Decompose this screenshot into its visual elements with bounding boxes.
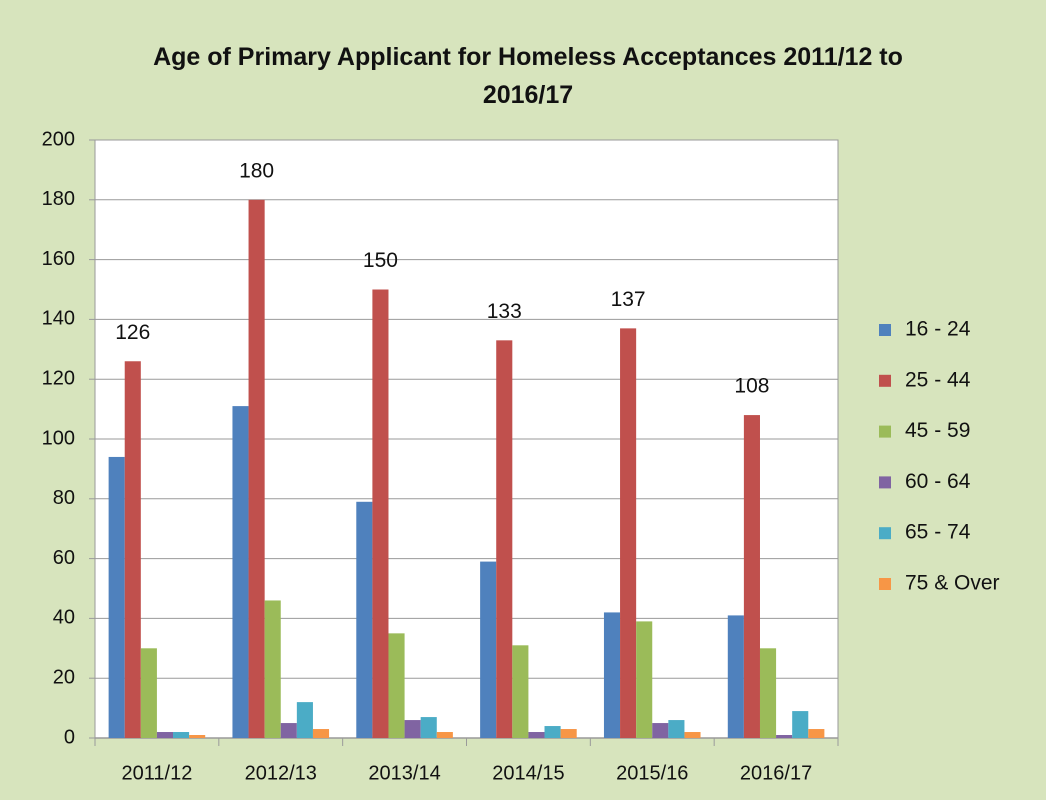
y-tick-label: 140	[42, 308, 75, 330]
bar	[808, 729, 825, 738]
bar	[124, 361, 141, 738]
legend-swatch	[879, 476, 891, 489]
bar	[512, 645, 529, 738]
x-tick-label: 2015/16	[616, 762, 688, 784]
bar	[140, 648, 157, 738]
bar	[189, 735, 206, 738]
legend-label: 65 - 74	[905, 521, 971, 544]
y-tick-label: 20	[53, 666, 75, 688]
x-tick-label: 2012/13	[245, 762, 317, 784]
y-tick-label: 160	[42, 248, 75, 270]
bar	[684, 732, 701, 738]
data-label: 150	[363, 249, 398, 272]
bar	[404, 720, 421, 738]
y-tick-label: 80	[53, 487, 75, 509]
x-tick-label: 2013/14	[368, 762, 440, 784]
y-tick-label: 100	[42, 427, 75, 449]
bar	[388, 633, 405, 738]
bar	[636, 621, 653, 738]
y-tick-label: 40	[53, 607, 75, 629]
legend-label: 45 - 59	[905, 419, 970, 442]
data-label: 133	[487, 300, 522, 323]
bar	[280, 723, 297, 738]
bar	[560, 729, 577, 738]
bar	[668, 720, 685, 738]
bar	[652, 723, 669, 738]
bar	[156, 732, 174, 738]
x-tick-label: 2014/15	[492, 762, 564, 784]
x-tick-label: 2011/12	[122, 762, 193, 784]
bar	[480, 561, 497, 738]
bar	[173, 732, 190, 738]
legend-swatch	[879, 527, 891, 540]
data-label: 108	[734, 375, 769, 398]
y-tick-label: 200	[42, 128, 75, 150]
bar	[496, 340, 513, 738]
y-tick-label: 180	[42, 188, 75, 210]
x-tick-label: 2016/17	[740, 762, 812, 784]
bar	[620, 328, 637, 738]
bar	[776, 735, 793, 738]
bar	[603, 612, 621, 738]
bar	[436, 732, 453, 738]
bar	[544, 726, 561, 738]
legend-label: 25 - 44	[905, 368, 971, 391]
legend-swatch	[879, 374, 891, 387]
data-label: 180	[239, 159, 274, 182]
y-tick-label: 60	[53, 547, 75, 569]
bar	[356, 501, 373, 738]
chart-title: Age of Primary Applicant for Homeless Ac…	[153, 43, 903, 109]
data-label: 137	[611, 288, 646, 311]
legend-label: 75 & Over	[905, 572, 1000, 595]
bar	[420, 717, 437, 738]
legend-swatch	[879, 425, 891, 438]
bar	[264, 600, 281, 738]
legend-label: 16 - 24	[905, 318, 971, 341]
legend-swatch	[879, 324, 891, 336]
bar	[312, 729, 330, 738]
bar	[743, 415, 760, 738]
bar	[372, 289, 389, 738]
y-tick-label: 0	[64, 726, 75, 748]
bar	[248, 199, 265, 739]
bar	[792, 711, 809, 738]
legend-swatch	[879, 578, 891, 590]
bar	[232, 406, 249, 738]
bar	[296, 702, 313, 738]
bar	[528, 732, 545, 738]
bar	[759, 648, 777, 738]
legend-label: 60 - 64	[905, 470, 971, 493]
y-tick-label: 120	[42, 367, 75, 389]
bar	[727, 615, 744, 738]
data-label: 126	[115, 321, 150, 344]
bar	[108, 456, 125, 738]
